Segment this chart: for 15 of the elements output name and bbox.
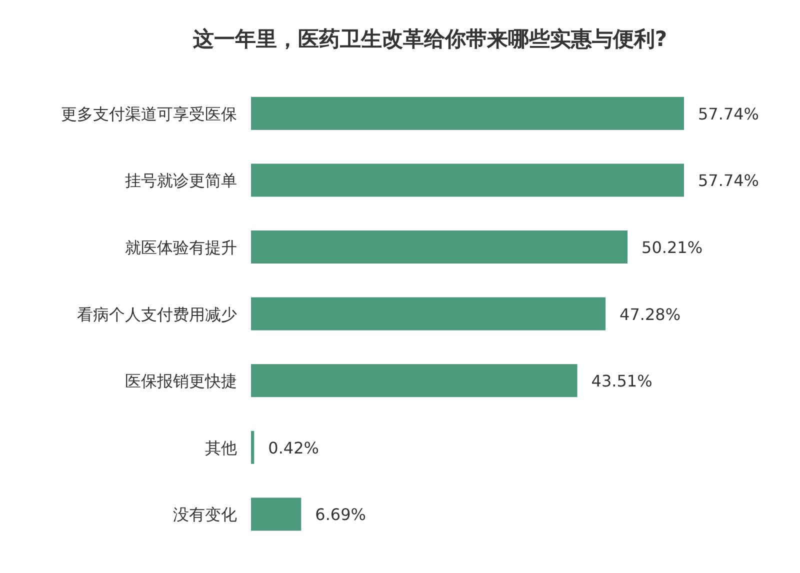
data-label: 6.69% [315, 505, 366, 524]
data-label: 43.51% [591, 372, 652, 391]
chart-title: 这一年里，医药卫生改革给你带来哪些实惠与便利? [192, 27, 668, 51]
y-tick-label: 看病个人支付费用减少 [77, 304, 237, 324]
data-label: 47.28% [620, 304, 681, 324]
data-label: 57.74% [698, 104, 760, 124]
y-tick-label: 挂号就诊更简单 [125, 171, 237, 190]
y-tick-label: 就医体验有提升 [125, 238, 237, 257]
y-tick-label: 其他 [205, 438, 237, 458]
y-tick-label: 更多支付渠道可享受医保 [61, 104, 237, 124]
data-label: 0.42% [268, 438, 319, 458]
y-tick-label: 医保报销更快捷 [125, 372, 237, 391]
data-label: 50.21% [642, 238, 703, 257]
y-tick-label: 没有变化 [173, 505, 237, 524]
data-label: 57.74% [698, 171, 760, 190]
